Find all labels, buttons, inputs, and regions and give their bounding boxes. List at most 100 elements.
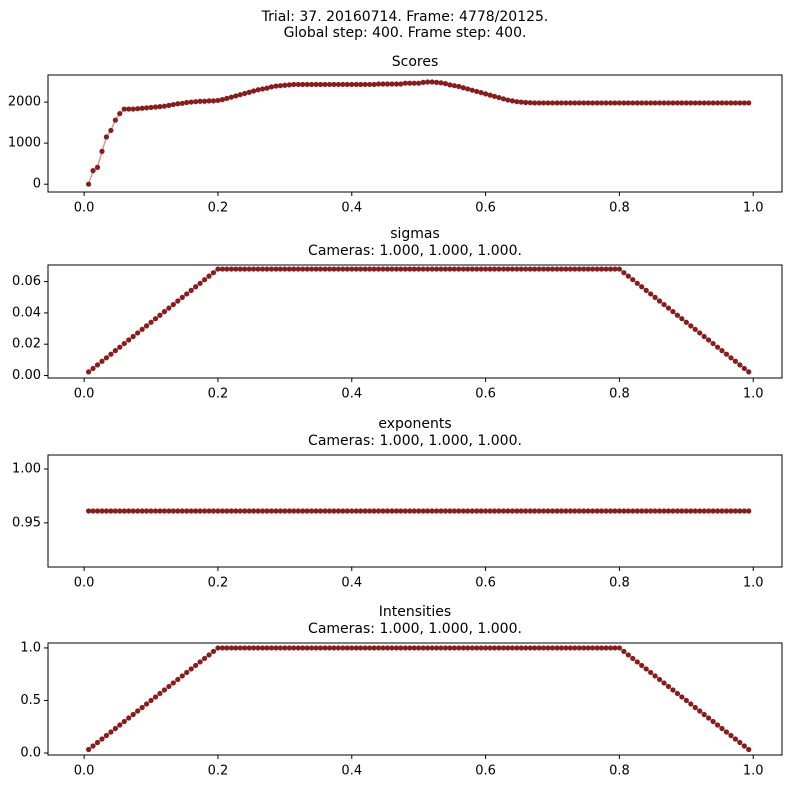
data-point: [349, 508, 355, 514]
data-point: [567, 100, 573, 106]
data-point: [527, 645, 533, 651]
data-point: [255, 266, 261, 272]
x-tick-label: 1.0: [743, 576, 764, 591]
data-point: [442, 266, 449, 272]
data-point: [447, 645, 453, 651]
data-point: [224, 645, 230, 651]
data-point: [469, 645, 475, 651]
data-point: [255, 645, 261, 651]
data-point: [242, 508, 248, 514]
x-tick-label: 0.4: [341, 576, 362, 591]
data-line: [88, 647, 750, 751]
data-point: [549, 645, 556, 651]
data-point: [674, 312, 681, 318]
data-point: [362, 81, 368, 88]
data-point: [237, 92, 243, 98]
data-point: [219, 508, 226, 514]
data-point: [505, 266, 511, 272]
data-point: [286, 508, 292, 514]
data-point: [451, 508, 457, 514]
data-point: [554, 645, 560, 651]
data-point: [130, 106, 136, 112]
data-point: [259, 266, 266, 272]
data-point: [201, 277, 208, 283]
data-point: [554, 508, 560, 514]
x-tick-label: 0.4: [341, 764, 362, 779]
data-point: [572, 266, 578, 272]
data-point: [732, 508, 738, 514]
data-point: [389, 81, 395, 87]
y-tick-label: 1000: [8, 136, 41, 151]
x-tick-label: 0.8: [609, 576, 630, 591]
data-point: [491, 645, 498, 651]
plot-frame: [47, 74, 783, 193]
data-point: [317, 266, 324, 272]
data-point: [331, 81, 337, 88]
data-point: [282, 508, 288, 514]
plot-frame: [47, 454, 783, 568]
data-point: [188, 287, 194, 293]
data-point: [639, 284, 645, 290]
data-point: [438, 508, 444, 514]
data-point: [616, 100, 623, 106]
data-point: [630, 100, 636, 106]
data-point: [482, 508, 489, 514]
data-point: [688, 323, 694, 329]
data-point: [291, 81, 297, 88]
data-point: [112, 508, 118, 514]
data-point: [264, 85, 270, 91]
data-point: [206, 273, 212, 279]
data-point: [456, 508, 462, 514]
data-point: [460, 508, 466, 514]
data-point: [714, 508, 721, 514]
data-point: [94, 362, 101, 368]
data-point: [451, 645, 457, 651]
data-point: [210, 648, 217, 655]
data-point: [697, 508, 703, 514]
data-point: [353, 266, 359, 272]
data-point: [661, 100, 667, 106]
data-point: [313, 266, 319, 272]
data-point: [474, 88, 480, 95]
data-point: [309, 81, 315, 88]
y-tick-label: 0: [33, 177, 41, 192]
data-point: [741, 100, 747, 106]
data-point: [251, 508, 257, 514]
data-point: [304, 645, 310, 651]
data-point: [474, 508, 480, 514]
data-point: [259, 86, 266, 92]
data-point: [295, 81, 301, 88]
data-point: [402, 508, 408, 514]
x-tick-label: 0.8: [609, 201, 630, 216]
data-point: [474, 645, 480, 651]
data-point: [184, 99, 190, 106]
data-point: [282, 82, 288, 88]
data-point: [527, 100, 533, 106]
data-point: [746, 369, 752, 375]
data-point: [603, 266, 609, 272]
data-point: [90, 508, 96, 514]
data-point: [326, 266, 333, 272]
data-point: [286, 645, 292, 651]
data-point: [625, 652, 631, 658]
data-point: [670, 687, 676, 693]
data-point: [358, 645, 364, 651]
data-point: [184, 508, 190, 514]
data-point: [460, 645, 466, 651]
data-point: [375, 508, 382, 514]
data-point: [697, 330, 703, 336]
data-point: [643, 508, 649, 514]
data-point: [612, 508, 618, 514]
x-tick-label: 0.8: [609, 764, 630, 779]
data-point: [661, 680, 667, 686]
data-point: [215, 97, 221, 104]
data-point: [701, 508, 707, 514]
data-point: [648, 669, 654, 676]
data-point: [201, 98, 208, 104]
data-point: [201, 655, 208, 662]
data-point: [246, 266, 252, 272]
data-point: [433, 266, 440, 272]
data-point: [665, 683, 672, 690]
data-point: [532, 645, 538, 651]
data-point: [424, 645, 431, 651]
